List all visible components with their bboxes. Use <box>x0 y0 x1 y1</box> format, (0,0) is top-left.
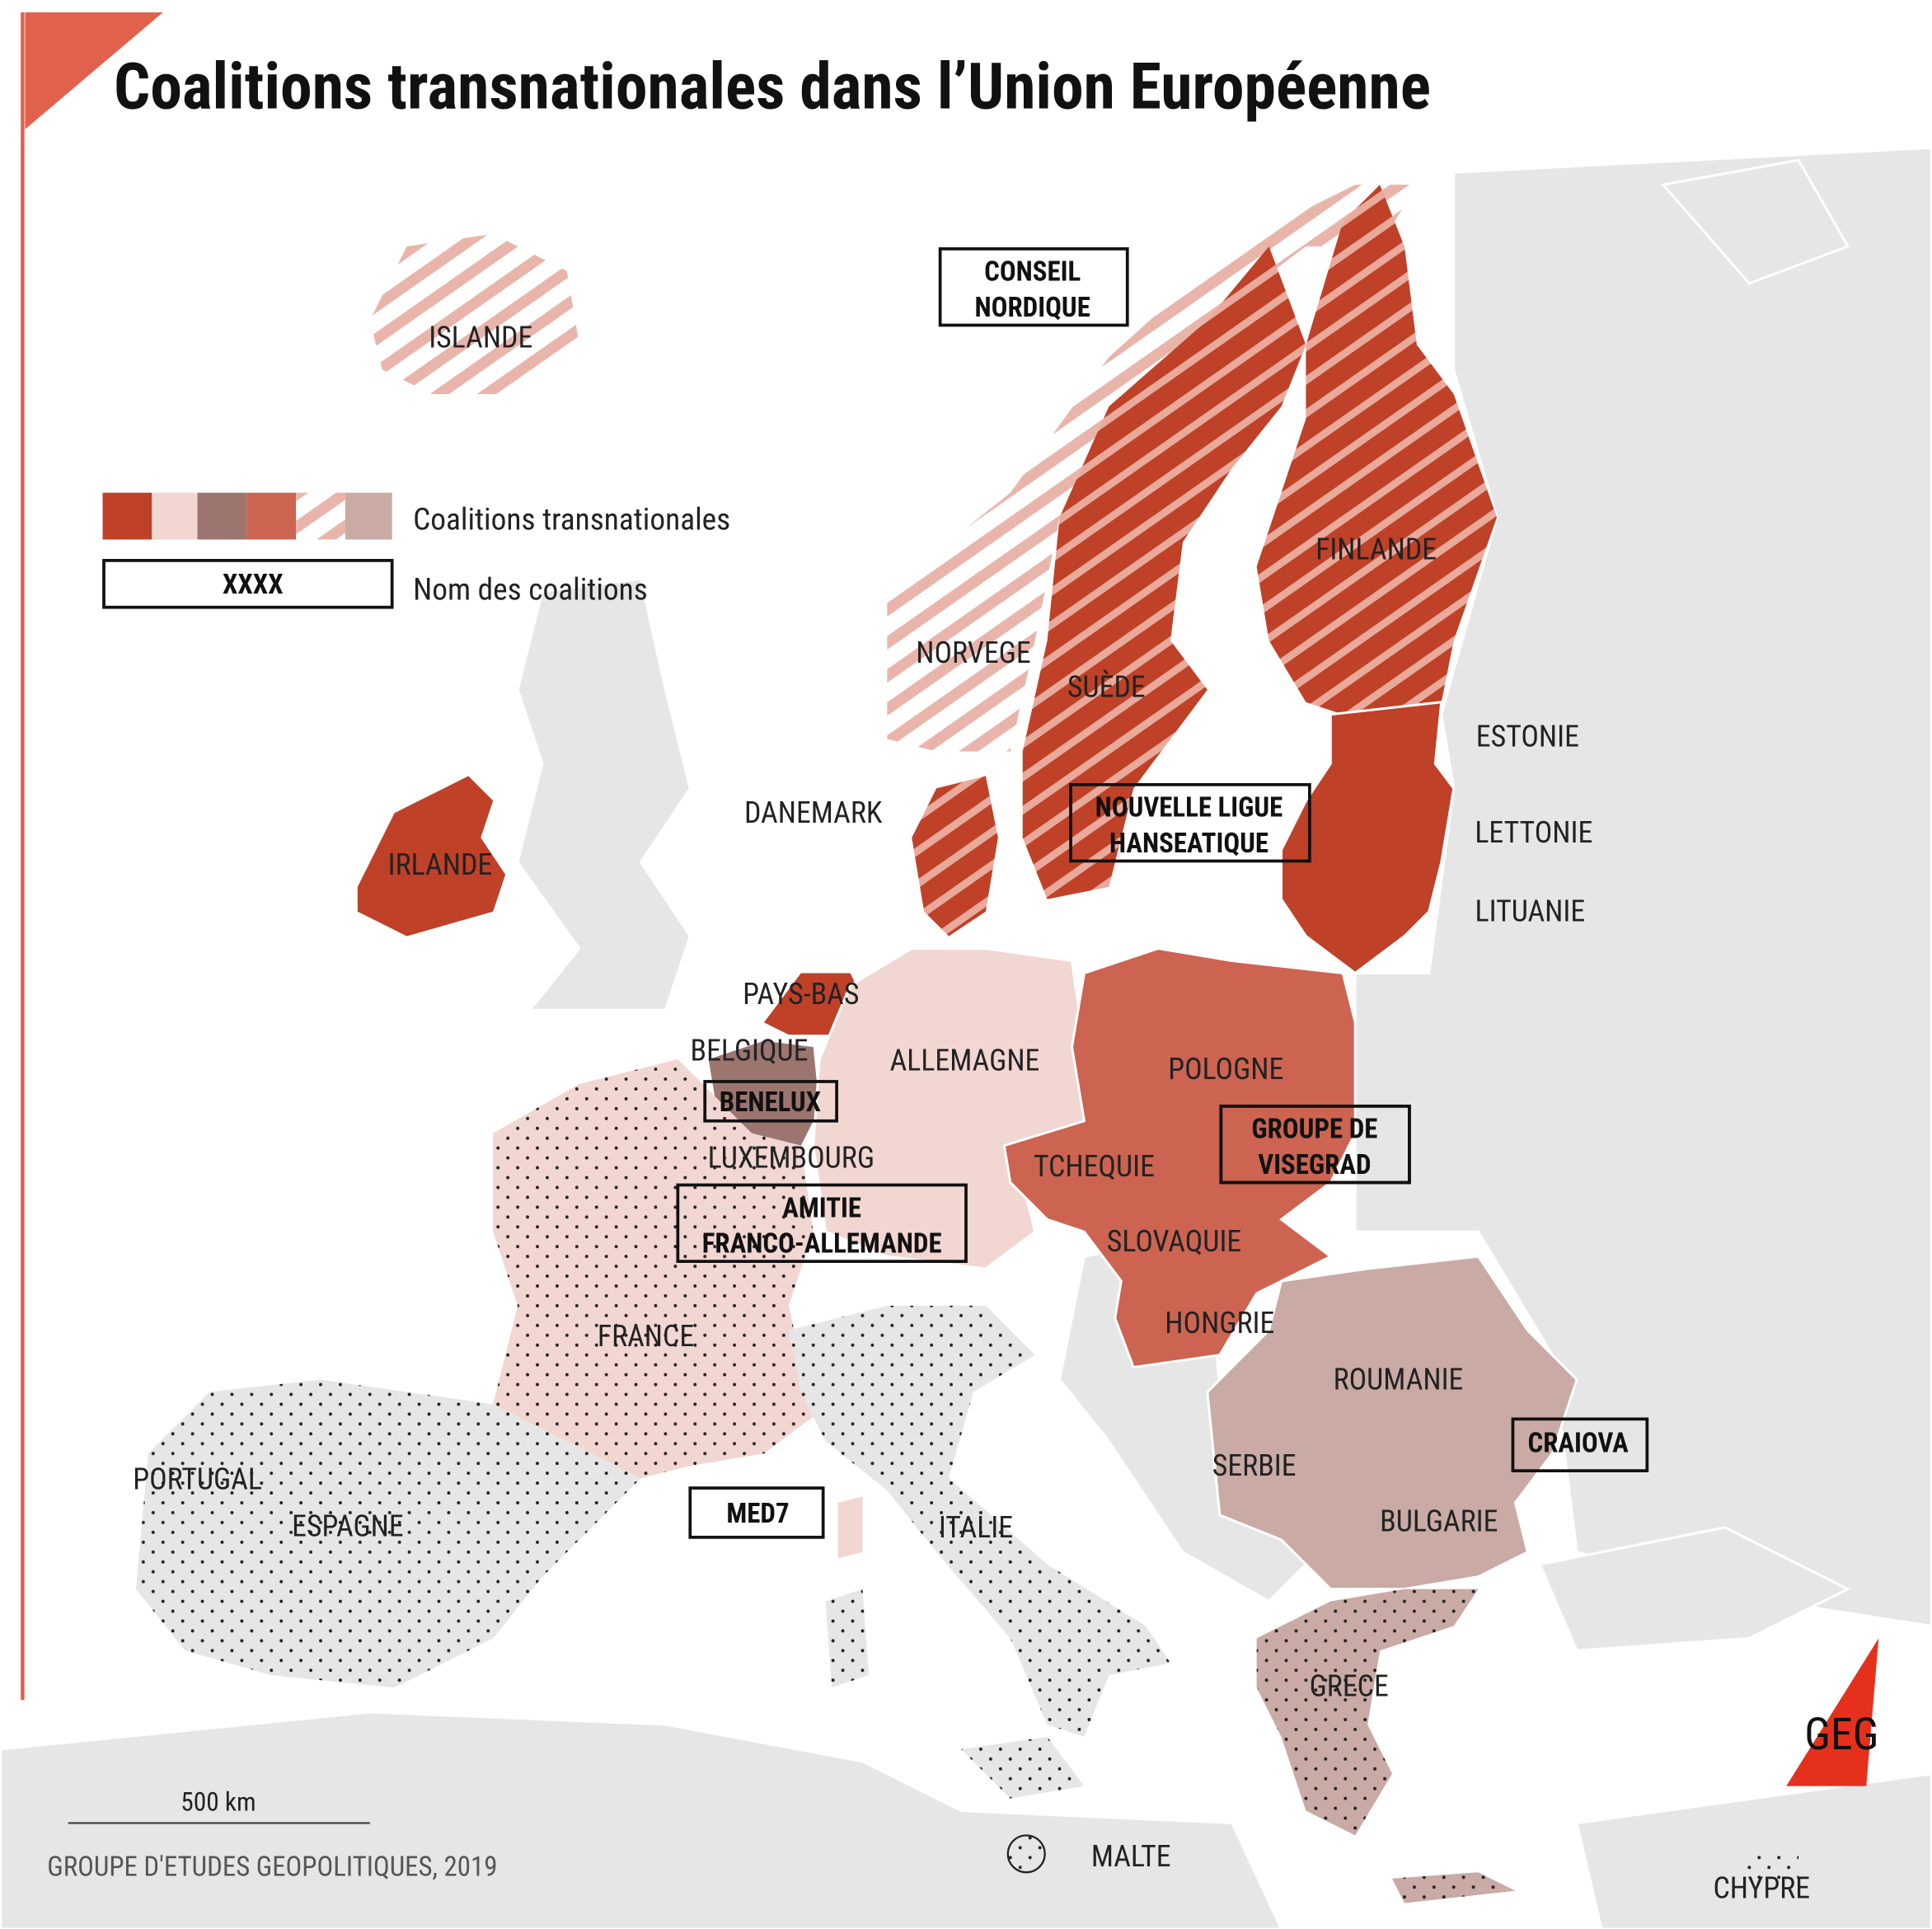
coalition-labels: CONSEIL NORDIQUE NOUVELLE LIGUE HANSEATI… <box>676 246 1649 1539</box>
country-label: SLOVAQUIE <box>1107 1224 1241 1259</box>
country-label: LUXEMBOURG <box>708 1141 875 1176</box>
country-label: ROUMANIE <box>1334 1363 1464 1397</box>
legend-label: Nom des coalitions <box>413 572 648 608</box>
corsica <box>837 1496 863 1559</box>
country-label: GRECE <box>1310 1669 1389 1704</box>
country-label: BULGARIE <box>1380 1504 1498 1538</box>
country-label: FINLANDE <box>1315 532 1437 566</box>
country-labels: ISLANDE NORVEGE SUÈDE FINLANDE DANEMARK … <box>133 320 1810 1905</box>
title: Coalitions transnationales dans l’Union … <box>114 49 1431 124</box>
finland <box>1256 185 1498 727</box>
iberia <box>135 1379 641 1688</box>
coalition-label: NORDIQUE <box>975 293 1090 324</box>
legend-sample: XXXX <box>223 570 284 601</box>
country-label: SERBIE <box>1212 1448 1297 1483</box>
norway <box>887 185 1417 752</box>
country-label: ESPAGNE <box>292 1509 404 1543</box>
coalition-label: FRANCO-ALLEMANDE <box>702 1229 942 1260</box>
country-label: PORTUGAL <box>133 1462 262 1497</box>
country-label: ESTONIE <box>1476 720 1579 754</box>
country-label: PAYS-BAS <box>743 977 859 1011</box>
malta-marker <box>1006 1834 1046 1874</box>
coalition-label: BENELUX <box>720 1087 821 1119</box>
iceland <box>369 233 579 395</box>
denmark <box>912 776 998 936</box>
country-label: DANEMARK <box>744 796 883 830</box>
coalition-label: CRAIOVA <box>1528 1429 1630 1460</box>
country-label: CHYPRE <box>1713 1871 1810 1906</box>
coalition-label: VISEGRAD <box>1258 1150 1371 1181</box>
visegrad <box>1002 947 1357 1369</box>
countries <box>135 185 1799 1903</box>
sweden <box>1022 246 1306 899</box>
country-label: LITUANIE <box>1475 894 1586 929</box>
sardinia <box>825 1589 869 1688</box>
coalition-label: CONSEIL <box>984 257 1081 289</box>
country-label: TCHEQUIE <box>1034 1149 1155 1184</box>
country-label: ITALIE <box>939 1510 1013 1545</box>
crete <box>1392 1872 1516 1903</box>
romania-bulgaria-serbia <box>1206 1255 1578 1591</box>
coalition-label: MED7 <box>726 1499 789 1530</box>
frame <box>21 12 1879 1786</box>
source: GROUPE D'ETUDES GEOPOLITIQUES, 2019 <box>47 1852 497 1884</box>
country-label: BELGIQUE <box>691 1034 809 1068</box>
country-label: ALLEMAGNE <box>890 1044 1040 1078</box>
coalition-label: AMITIE <box>782 1193 861 1224</box>
country-label: IRLANDE <box>388 847 493 882</box>
france <box>493 1059 814 1479</box>
greece <box>1256 1589 1479 1836</box>
coalition-label: NOUVELLE LIGUE <box>1095 793 1283 824</box>
cyprus <box>1737 1847 1799 1885</box>
italy <box>788 1305 1171 1737</box>
footer: 500 km GROUPE D'ETUDES GEOPOLITIQUES, 20… <box>47 1709 1878 1884</box>
country-label: NORVEGE <box>916 636 1030 670</box>
country-label: POLOGNE <box>1168 1052 1283 1087</box>
logo: GEG <box>1804 1709 1878 1761</box>
country-label: HONGRIE <box>1165 1306 1274 1340</box>
scale-label: 500 km <box>181 1787 256 1818</box>
country-label: ISLANDE <box>429 320 532 354</box>
coalition-label: HANSEATIQUE <box>1109 828 1268 860</box>
country-label: LETTONIE <box>1475 815 1592 850</box>
country-label: FRANCE <box>598 1319 694 1354</box>
baltics <box>1280 701 1456 975</box>
sicily <box>961 1736 1085 1799</box>
legend-label: Coalitions transnationales <box>413 502 730 538</box>
legend: Coalitions transnationales XXXX Nom des … <box>102 492 730 609</box>
coalition-label: GROUPE DE <box>1251 1115 1377 1146</box>
ireland <box>357 776 506 936</box>
country-label: MALTE <box>1091 1839 1171 1874</box>
country-label: SUÈDE <box>1067 670 1146 705</box>
